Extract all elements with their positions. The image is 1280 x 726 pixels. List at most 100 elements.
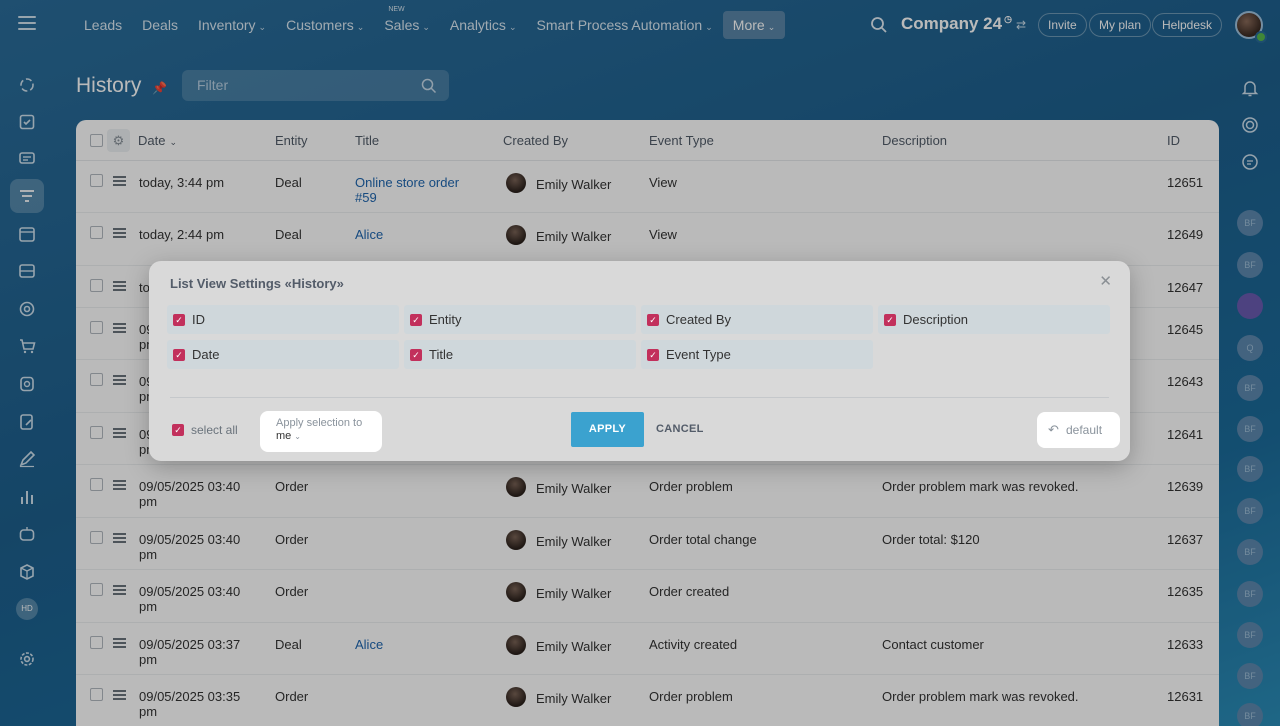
column-header-id[interactable]: ID xyxy=(1167,133,1180,148)
sidebar-item-calendar[interactable] xyxy=(10,217,44,251)
select-all-rows-checkbox[interactable] xyxy=(90,134,103,147)
chat-avatar[interactable]: BF xyxy=(1237,210,1263,236)
column-header-created-by[interactable]: Created By xyxy=(503,133,569,148)
checkbox-checked[interactable]: ✓ xyxy=(172,424,184,436)
column-option-date[interactable]: ✓ Date xyxy=(167,340,399,369)
my-plan-button[interactable]: My plan xyxy=(1089,13,1152,37)
checkbox-checked[interactable]: ✓ xyxy=(647,348,659,361)
sidebar-item-documents[interactable] xyxy=(10,405,44,439)
chat-avatar[interactable]: BF xyxy=(1237,581,1263,607)
checkbox-checked[interactable]: ✓ xyxy=(884,313,896,326)
row-menu-icon[interactable] xyxy=(113,690,126,700)
apply-selection-dropdown[interactable]: Apply selection to me ⌄ xyxy=(260,411,382,452)
sidebar-item-chat[interactable] xyxy=(10,142,44,176)
helpdesk-badge[interactable]: HD xyxy=(16,598,38,620)
search-icon[interactable] xyxy=(870,16,888,34)
sidebar-item-sign[interactable] xyxy=(10,442,44,476)
invite-button[interactable]: Invite xyxy=(1038,13,1087,37)
close-icon[interactable]: ✕ xyxy=(1099,273,1112,290)
row-checkbox[interactable] xyxy=(90,279,103,292)
sidebar-item-goals[interactable] xyxy=(10,292,44,326)
hamburger-menu-icon[interactable] xyxy=(18,16,36,30)
row-checkbox[interactable] xyxy=(90,174,103,187)
column-option-entity[interactable]: ✓ Entity xyxy=(404,305,636,334)
sidebar-item-marketplace[interactable] xyxy=(10,555,44,589)
copilot-button[interactable] xyxy=(1235,110,1265,140)
row-checkbox[interactable] xyxy=(90,478,103,491)
cell-created-by[interactable]: Emily Walker xyxy=(536,639,612,654)
table-row[interactable]: 09/05/2025 03:35 pm Order Emily Walker Orde… xyxy=(76,675,1219,726)
apply-button[interactable]: APPLY xyxy=(571,412,644,447)
cell-created-by[interactable]: Emily Walker xyxy=(536,229,612,244)
nav-customers[interactable]: Customers ⌄ xyxy=(276,11,374,39)
checkbox-checked[interactable]: ✓ xyxy=(173,348,185,361)
column-header-entity[interactable]: Entity xyxy=(275,133,308,148)
row-checkbox[interactable] xyxy=(90,531,103,544)
checkbox-checked[interactable]: ✓ xyxy=(647,313,659,326)
chat-avatar[interactable]: BF xyxy=(1237,703,1263,726)
row-checkbox[interactable] xyxy=(90,583,103,596)
company-name[interactable]: Company 24 ◷ ⇄ xyxy=(901,14,1026,34)
nav-more[interactable]: More ⌄ xyxy=(722,11,786,39)
nav-leads[interactable]: Leads xyxy=(74,11,132,39)
chat-avatar[interactable]: BF xyxy=(1237,416,1263,442)
chat-avatar[interactable]: BF xyxy=(1237,539,1263,565)
row-menu-icon[interactable] xyxy=(113,533,126,543)
chat-avatar[interactable]: BF xyxy=(1237,456,1263,482)
column-header-title[interactable]: Title xyxy=(355,133,380,148)
cell-created-by[interactable]: Emily Walker xyxy=(536,481,612,496)
table-row[interactable]: 09/05/2025 03:37 pm Deal Alice Emily Walker… xyxy=(76,623,1219,675)
row-checkbox[interactable] xyxy=(90,426,103,439)
list-settings-button[interactable]: ⚙ xyxy=(107,129,130,152)
helpdesk-button[interactable]: Helpdesk xyxy=(1152,13,1223,37)
column-option-title[interactable]: ✓ Title xyxy=(404,340,636,369)
chat-avatar[interactable] xyxy=(1237,293,1263,319)
column-option-id[interactable]: ✓ ID xyxy=(167,305,399,334)
select-all-checkbox[interactable]: ✓ select all xyxy=(172,423,238,437)
column-header-date[interactable]: Date ⌄ xyxy=(138,133,177,148)
user-avatar[interactable] xyxy=(1235,11,1267,43)
column-option-created-by[interactable]: ✓ Created By xyxy=(641,305,873,334)
notifications-button[interactable] xyxy=(1235,73,1265,103)
nav-inventory[interactable]: Inventory ⌄ xyxy=(188,11,276,39)
checkbox-checked[interactable]: ✓ xyxy=(173,313,185,326)
row-menu-icon[interactable] xyxy=(113,585,126,595)
cell-title-link[interactable]: Alice xyxy=(355,637,384,652)
nav-smart-process-automation[interactable]: Smart Process Automation ⌄ xyxy=(526,11,722,39)
sidebar-item-bots[interactable] xyxy=(10,517,44,551)
chat-avatar[interactable]: Q xyxy=(1237,335,1263,361)
cell-created-by[interactable]: Emily Walker xyxy=(536,534,612,549)
sliders-icon[interactable]: ⇄ xyxy=(1015,18,1027,32)
sidebar-item-drive[interactable] xyxy=(10,254,44,288)
column-header-description[interactable]: Description xyxy=(882,133,948,148)
row-checkbox[interactable] xyxy=(90,373,103,386)
row-menu-icon[interactable] xyxy=(113,480,126,490)
cell-created-by[interactable]: Emily Walker xyxy=(536,586,612,601)
cell-title-link[interactable]: Alice xyxy=(355,227,384,242)
default-button[interactable]: ↶ default xyxy=(1037,412,1120,448)
row-menu-icon[interactable] xyxy=(113,375,126,385)
table-row[interactable]: today, 3:44 pm Deal Online store order #59… xyxy=(76,161,1219,213)
sidebar-item-feed[interactable] xyxy=(10,68,44,102)
row-checkbox[interactable] xyxy=(90,688,103,701)
row-menu-icon[interactable] xyxy=(113,638,126,648)
nav-analytics[interactable]: Analytics ⌄ xyxy=(440,11,527,39)
sidebar-item-tasks[interactable] xyxy=(10,105,44,139)
checkbox-checked[interactable]: ✓ xyxy=(410,348,422,361)
row-menu-icon[interactable] xyxy=(113,281,126,291)
sidebar-item-settings[interactable] xyxy=(10,642,44,676)
sidebar-item-analytics[interactable] xyxy=(10,480,44,514)
cancel-button[interactable]: CANCEL xyxy=(656,423,704,435)
messenger-button[interactable] xyxy=(1235,147,1265,177)
table-row[interactable]: 09/05/2025 03:40 pm Order Emily Walker Orde… xyxy=(76,570,1219,623)
sidebar-item-crm[interactable] xyxy=(10,179,44,213)
row-checkbox[interactable] xyxy=(90,636,103,649)
row-menu-icon[interactable] xyxy=(113,176,126,186)
column-option-event-type[interactable]: ✓ Event Type xyxy=(641,340,873,369)
row-menu-icon[interactable] xyxy=(113,323,126,333)
nav-deals[interactable]: Deals xyxy=(132,11,188,39)
cell-created-by[interactable]: Emily Walker xyxy=(536,177,612,192)
row-menu-icon[interactable] xyxy=(113,228,126,238)
chat-avatar[interactable]: BF xyxy=(1237,375,1263,401)
chat-avatar[interactable]: BF xyxy=(1237,252,1263,278)
